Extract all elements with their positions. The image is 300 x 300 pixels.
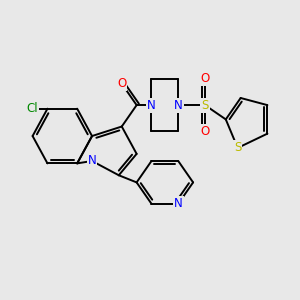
Text: S: S (234, 141, 242, 154)
Text: O: O (200, 125, 210, 138)
Text: N: N (147, 99, 156, 112)
Text: N: N (88, 154, 96, 167)
Text: Cl: Cl (27, 102, 38, 115)
Text: O: O (117, 77, 126, 90)
Text: N: N (174, 99, 183, 112)
Text: O: O (200, 73, 210, 85)
Text: S: S (201, 99, 209, 112)
Text: N: N (174, 197, 183, 210)
